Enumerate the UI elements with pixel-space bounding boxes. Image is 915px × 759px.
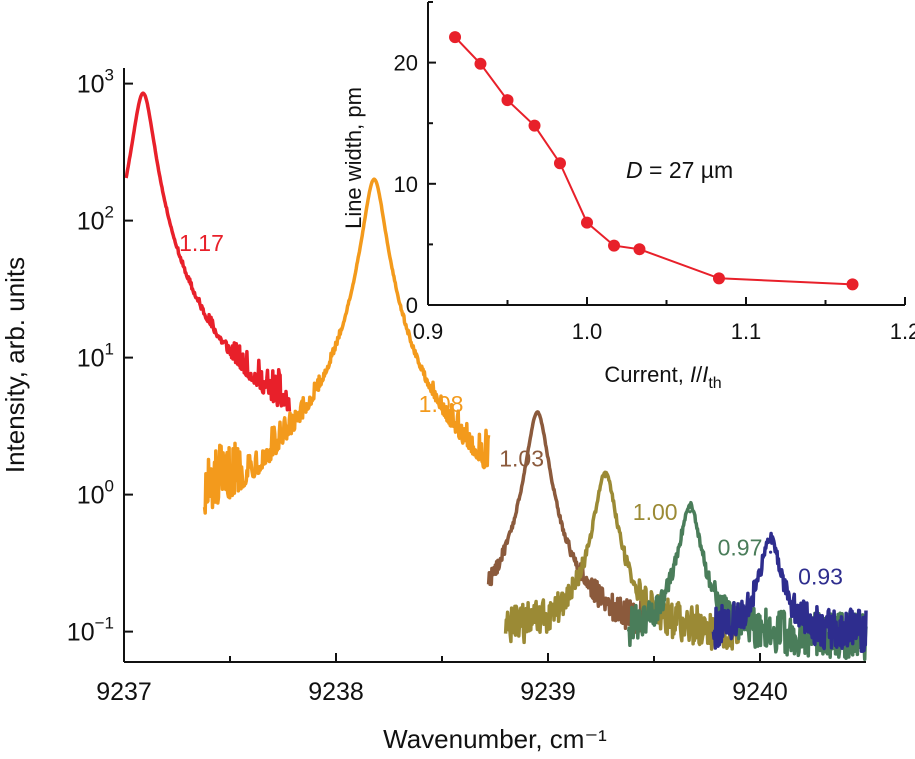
series-label-1.08: 1.08 <box>419 391 464 417</box>
series-label-1.00: 1.00 <box>633 499 678 525</box>
inset-x-title-main: Current, <box>604 362 690 387</box>
inset-x-title-var: I <box>690 362 696 387</box>
main-y-tick-label: 100 <box>77 477 114 510</box>
main-x-tick-label: 9240 <box>732 678 788 706</box>
inset-x-ticks: 0.9 1.0 1.1 1.2 <box>413 297 915 344</box>
inset-x-tick-label: 0.9 <box>413 319 444 344</box>
tick-base: 10 <box>77 482 105 510</box>
inset-x-title-sep: / <box>696 362 703 387</box>
main-x-tick-label: 9238 <box>308 678 364 706</box>
spectrum-curve-0.93 <box>711 531 868 653</box>
inset-point <box>846 278 859 291</box>
main-x-axis-title: Wavenumber, cm⁻¹ <box>383 724 607 754</box>
inset-x-title-var2: I <box>702 362 708 387</box>
spectrum-curve-0.97 <box>626 500 868 661</box>
inset-y-tick-label: 20 <box>394 51 418 76</box>
spectrum-peak-1.00 <box>603 475 607 479</box>
inset-point <box>528 119 541 132</box>
inset-series <box>449 31 859 291</box>
main-y-tick-label: 10−1 <box>67 614 114 647</box>
main-x-tick-label: 9237 <box>96 678 152 706</box>
main-y-tick-label: 102 <box>77 203 114 236</box>
inset-x-tick-label: 1.0 <box>572 319 603 344</box>
inset-point <box>474 57 487 70</box>
spectrum-curve-1.03 <box>486 410 645 635</box>
tick-base: 10 <box>77 208 105 236</box>
spectrum-series-group <box>124 91 868 661</box>
inset-point <box>633 243 646 256</box>
tick-exponent: −1 <box>95 614 114 633</box>
inset-x-tick-label: 1.1 <box>731 319 762 344</box>
inset-point <box>712 272 725 285</box>
tick-exponent: 2 <box>105 203 114 222</box>
annotation-var: D <box>626 157 643 183</box>
spectrum-curve-1.17 <box>124 91 292 412</box>
main-x-ticks: 9237 9238 9239 9240 <box>96 653 788 706</box>
inset-x-axis-title: Current, I/Ith <box>604 362 721 392</box>
series-label-0.97: 0.97 <box>718 534 763 560</box>
inset-x-title-sub: th <box>708 375 721 392</box>
series-labels: 1.171.081.031.000.970.93 <box>179 230 843 590</box>
spectrum-peak-1.08 <box>372 177 376 181</box>
inset-point <box>581 216 593 229</box>
inset-y-ticks: 0 10 20 <box>394 1 436 318</box>
tick-base: 10 <box>77 345 105 373</box>
series-label-1.03: 1.03 <box>499 446 544 472</box>
series-label-1.17: 1.17 <box>179 230 224 256</box>
spectrum-curve-1.00 <box>503 470 741 651</box>
tick-exponent: 1 <box>105 340 114 359</box>
tick-exponent: 3 <box>105 66 114 85</box>
spectrum-curve-1.08 <box>202 177 491 515</box>
tick-base: 10 <box>67 619 95 647</box>
main-y-tick-label: 101 <box>77 340 114 373</box>
inset-point <box>501 94 514 107</box>
main-x-tick-label: 9239 <box>520 678 576 706</box>
inset-background <box>428 0 915 307</box>
inset-y-axis-title: Line width, pm <box>341 87 366 229</box>
annotation-text: = 27 µm <box>643 157 734 183</box>
inset-linewidth-chart: 0.9 1.0 1.1 1.2 0 10 20 Line width, pm Curren… <box>341 0 915 392</box>
tick-exponent: 0 <box>105 477 114 496</box>
inset-line <box>454 36 853 286</box>
inset-point <box>608 239 621 252</box>
diameter-annotation: D = 27 µm <box>626 157 733 183</box>
inset-y-tick-label: 0 <box>406 293 418 318</box>
spectrum-peak-0.93 <box>769 550 773 554</box>
main-y-tick-label: 103 <box>77 66 114 99</box>
inset-y-tick-label: 10 <box>394 172 418 197</box>
spectrum-peak-1.03 <box>535 412 540 416</box>
main-y-axis-title: Intensity, arb. units <box>0 257 30 473</box>
inset-point <box>449 31 462 44</box>
series-label-0.93: 0.93 <box>798 564 843 590</box>
spectrum-peak-0.97 <box>688 510 692 514</box>
inset-point <box>553 157 566 170</box>
spectrum-peak-1.17 <box>141 91 145 95</box>
tick-base: 10 <box>77 71 105 99</box>
inset-x-tick-label: 1.2 <box>890 319 915 344</box>
